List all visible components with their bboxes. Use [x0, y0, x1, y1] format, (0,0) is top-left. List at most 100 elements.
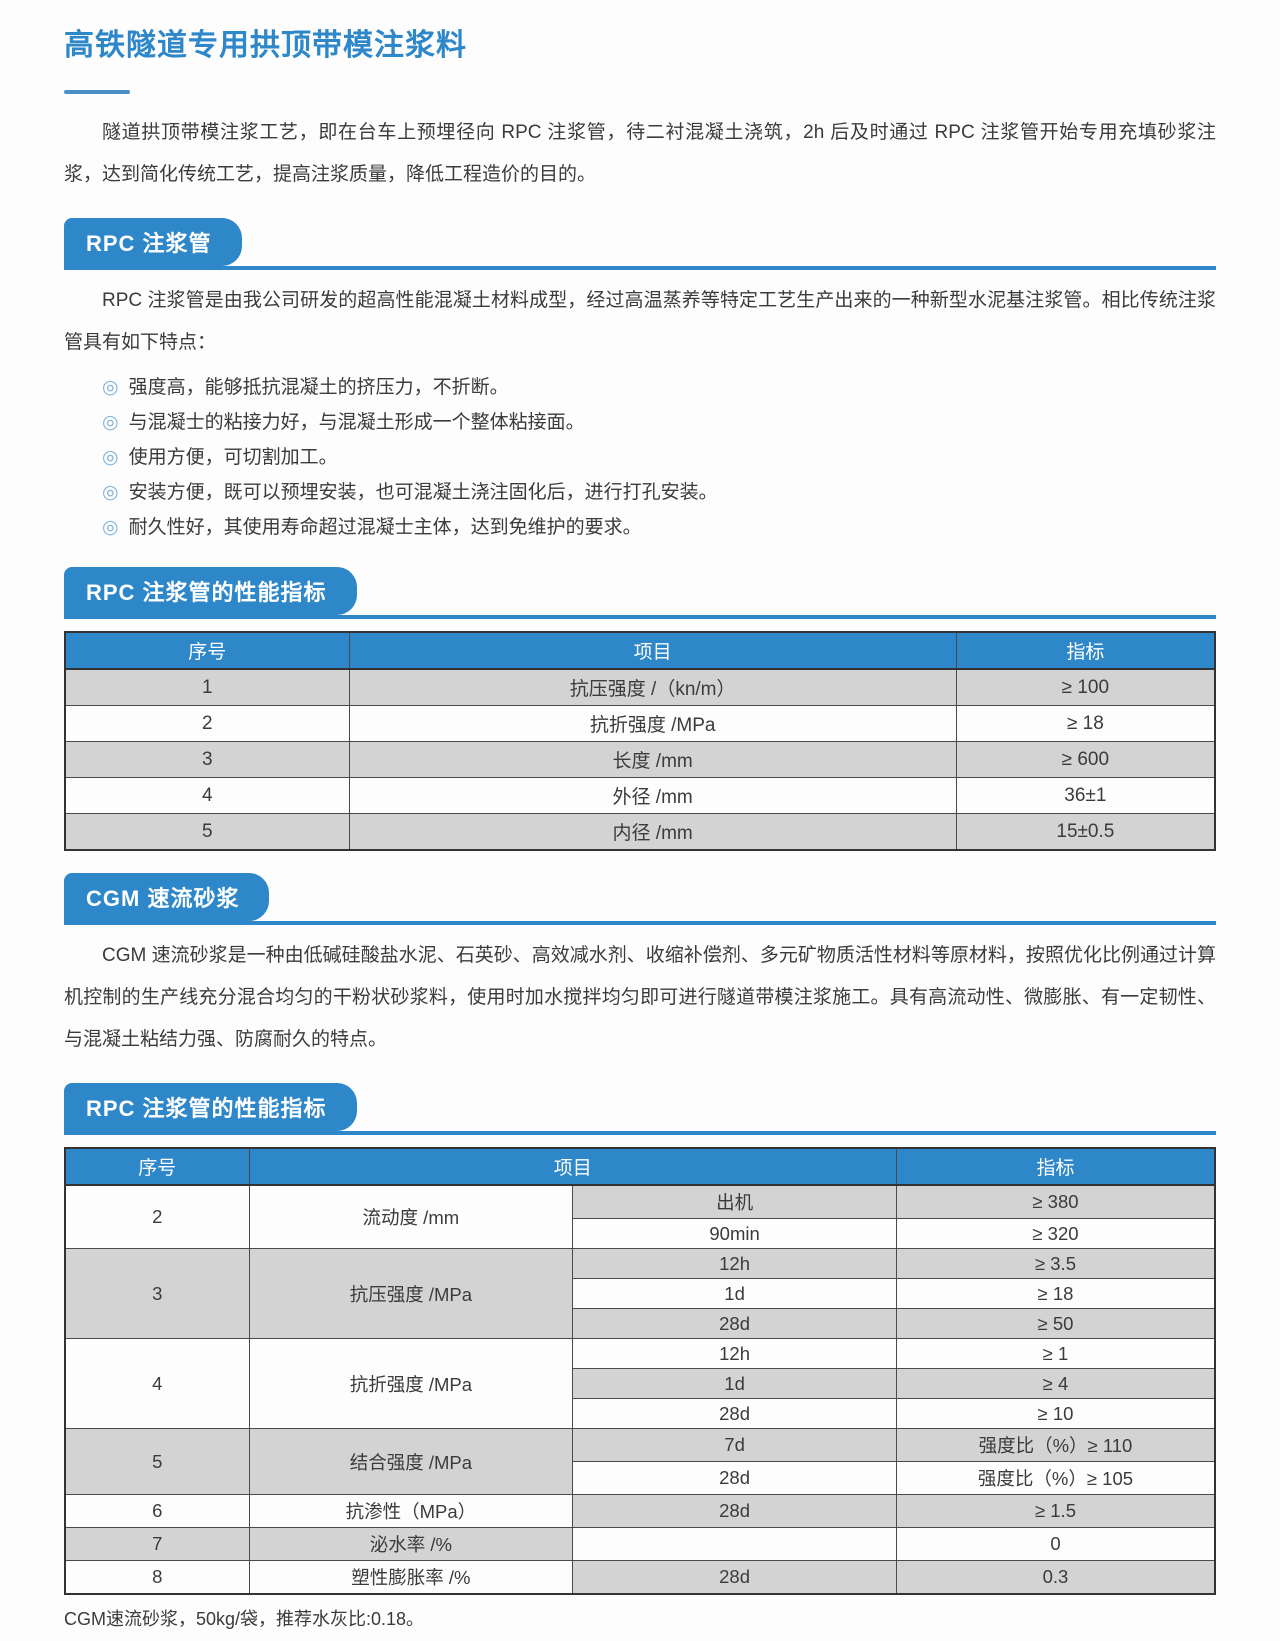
- table-row: 5 结合强度 /MPa 7d 强度比（%）≥ 110: [64, 1428, 1216, 1495]
- bullet-circle-icon: ◎: [102, 482, 119, 503]
- table-row: 2 流动度 /mm 出机 ≥ 380: [64, 1184, 1216, 1249]
- cgm-performance-table: 序号 项目 指标 2 流动度 /mm 出机 ≥ 380 90min ≥ 320 3 抗压强度 …: [64, 1147, 1216, 1595]
- title-underline-decoration: [64, 90, 130, 94]
- table-cell: 3: [64, 741, 350, 778]
- value-cell: 0: [895, 1527, 1216, 1561]
- value-cell: ≥ 3.5: [895, 1248, 1216, 1279]
- column-header-no: 序号: [64, 631, 350, 670]
- condition-cell: 28d: [572, 1308, 897, 1339]
- value-cell: ≥ 50: [895, 1308, 1216, 1339]
- value-cell: ≥ 320: [895, 1218, 1216, 1249]
- row-number-cell: 3: [64, 1248, 250, 1339]
- row-number-cell: 6: [64, 1494, 250, 1528]
- value-cell: ≥ 4: [895, 1368, 1216, 1399]
- table-row: 4 外径 /mm 36±1: [64, 777, 1216, 814]
- value-cell: 强度比（%）≥ 105: [895, 1461, 1216, 1495]
- bullet-text: 安装方便，既可以预埋安装，也可混凝土浇注固化后，进行打孔安装。: [128, 482, 718, 503]
- column-header-value: 指标: [955, 631, 1216, 670]
- table-row: 5 内径 /mm 15±0.5: [64, 813, 1216, 851]
- table-cell: ≥ 600: [955, 741, 1216, 778]
- table-cell: ≥ 100: [955, 668, 1216, 706]
- column-header-value: 指标: [895, 1147, 1216, 1186]
- table-row: 3 抗压强度 /MPa 12h ≥ 3.5: [64, 1248, 1216, 1339]
- table-cell: ≥ 18: [955, 705, 1216, 742]
- table-row: 90min ≥ 320: [65, 1218, 1216, 1249]
- table-row: 2 抗折强度 /MPa ≥ 18: [64, 705, 1216, 742]
- condition-cell: 12h: [572, 1248, 897, 1279]
- value-cell: ≥ 1: [895, 1338, 1216, 1369]
- cgm-table-head: 序号 项目 指标: [64, 1147, 1216, 1186]
- table-row: 28d ≥ 50: [65, 1308, 1216, 1339]
- table-row: 28d 强度比（%）≥ 105: [65, 1461, 1216, 1495]
- rpc-pipe-bullet-list: ◎ 强度高，能够抵抗混凝土的挤压力，不折断。 ◎ 与混凝士的粘接力好，与混凝土形成一个…: [102, 370, 1216, 545]
- condition-cell: 12h: [572, 1338, 897, 1369]
- bullet-circle-icon: ◎: [102, 447, 119, 468]
- bullet-item: ◎ 强度高，能够抵抗混凝土的挤压力，不折断。: [102, 370, 1216, 405]
- section-head-cgm-table: RPC 注浆管的性能指标: [64, 1083, 1216, 1135]
- condition-cell: 28d: [572, 1398, 897, 1429]
- footnote-text: CGM速流砂浆，50kg/袋，推荐水灰比:0.18。: [64, 1609, 425, 1629]
- bullet-text: 与混凝士的粘接力好，与混凝土形成一个整体粘接面。: [128, 412, 585, 433]
- table-cell: 内径 /mm: [348, 813, 957, 851]
- bullet-item: ◎ 安装方便，既可以预埋安装，也可混凝土浇注固化后，进行打孔安装。: [102, 475, 1216, 510]
- table-cell: 抗压强度 /（kn/m）: [348, 668, 957, 706]
- condition-cell: [572, 1527, 897, 1561]
- banner-rpc-pipe: RPC 注浆管: [64, 218, 242, 266]
- value-cell: 0.3: [895, 1560, 1216, 1595]
- table-row: 1 抗压强度 /（kn/m） ≥ 100: [64, 668, 1216, 706]
- condition-cell: 28d: [572, 1560, 897, 1595]
- item-name-cell: 结合强度 /MPa: [248, 1428, 574, 1495]
- table-cell: 抗折强度 /MPa: [348, 705, 957, 742]
- page-title: 高铁隧道专用拱顶带模注浆料: [64, 29, 467, 62]
- condition-cell: 1d: [572, 1278, 897, 1309]
- value-cell: ≥ 18: [895, 1278, 1216, 1309]
- table-row: 8 塑性膨胀率 /% 28d 0.3: [64, 1560, 1216, 1595]
- rpc-table-head: 序号 项目 指标: [64, 631, 1216, 670]
- table-cell: 外径 /mm: [348, 777, 957, 814]
- table-header-row: 序号 项目 指标: [64, 631, 1216, 670]
- row-number-cell: 7: [64, 1527, 250, 1561]
- intro-paragraph: 隧道拱顶带模注浆工艺，即在台车上预埋径向 RPC 注浆管，待二衬混凝土浇筑，2h…: [64, 122, 1216, 185]
- column-header-no: 序号: [64, 1147, 250, 1186]
- condition-cell: 1d: [572, 1368, 897, 1399]
- rpc-performance-table: 序号 项目 指标 1 抗压强度 /（kn/m） ≥ 100 2 抗折强度 /MPa ≥ 1…: [64, 631, 1216, 851]
- item-name-cell: 抗折强度 /MPa: [248, 1338, 574, 1429]
- column-header-item: 项目: [248, 1147, 897, 1186]
- rpc-pipe-paragraph: RPC 注浆管是由我公司研发的超高性能混凝土材料成型，经过高温蒸养等特定工艺生产…: [64, 290, 1216, 353]
- bullet-circle-icon: ◎: [102, 377, 119, 398]
- item-name-cell: 流动度 /mm: [248, 1184, 574, 1249]
- bullet-item: ◎ 使用方便，可切割加工。: [102, 440, 1216, 475]
- item-name-cell: 塑性膨胀率 /%: [248, 1560, 574, 1595]
- condition-cell: 7d: [572, 1428, 897, 1462]
- table-cell: 5: [64, 813, 350, 851]
- row-number-cell: 5: [64, 1428, 250, 1495]
- table-cell: 4: [64, 777, 350, 814]
- table-cell: 15±0.5: [955, 813, 1216, 851]
- bullet-item: ◎ 耐久性好，其使用寿命超过混凝士主体，达到免维护的要求。: [102, 510, 1216, 545]
- item-name-cell: 抗渗性（MPa）: [248, 1494, 574, 1528]
- table-header-row: 序号 项目 指标: [64, 1147, 1216, 1186]
- table-cell: 2: [64, 705, 350, 742]
- bullet-circle-icon: ◎: [102, 412, 119, 433]
- bullet-text: 使用方便，可切割加工。: [128, 447, 338, 468]
- bullet-circle-icon: ◎: [102, 517, 119, 538]
- value-cell: ≥ 380: [895, 1184, 1216, 1219]
- section-head-rpc-pipe: RPC 注浆管: [64, 218, 1216, 270]
- table-row: 4 抗折强度 /MPa 12h ≥ 1: [64, 1338, 1216, 1429]
- column-header-item: 项目: [348, 631, 957, 670]
- table-row: 1d ≥ 4: [65, 1368, 1216, 1399]
- row-number-cell: 8: [64, 1560, 250, 1595]
- table-row: 28d ≥ 10: [65, 1398, 1216, 1429]
- table-row: 6 抗渗性（MPa） 28d ≥ 1.5: [64, 1494, 1216, 1528]
- value-cell: ≥ 1.5: [895, 1494, 1216, 1528]
- rpc-table-body: 1 抗压强度 /（kn/m） ≥ 100 2 抗折强度 /MPa ≥ 18 3 长度 /mm ≥…: [64, 668, 1216, 851]
- banner-cgm-table: RPC 注浆管的性能指标: [64, 1083, 357, 1131]
- section-head-cgm: CGM 速流砂浆: [64, 873, 1216, 925]
- condition-cell: 出机: [572, 1184, 897, 1219]
- table-cell: 36±1: [955, 777, 1216, 814]
- condition-cell: 28d: [572, 1494, 897, 1528]
- row-number-cell: 2: [64, 1184, 250, 1249]
- table-cell: 1: [64, 668, 350, 706]
- cgm-paragraph: CGM 速流砂浆是一种由低碱硅酸盐水泥、石英砂、高效减水剂、收缩补偿剂、多元矿物…: [64, 945, 1216, 1050]
- condition-cell: 28d: [572, 1461, 897, 1495]
